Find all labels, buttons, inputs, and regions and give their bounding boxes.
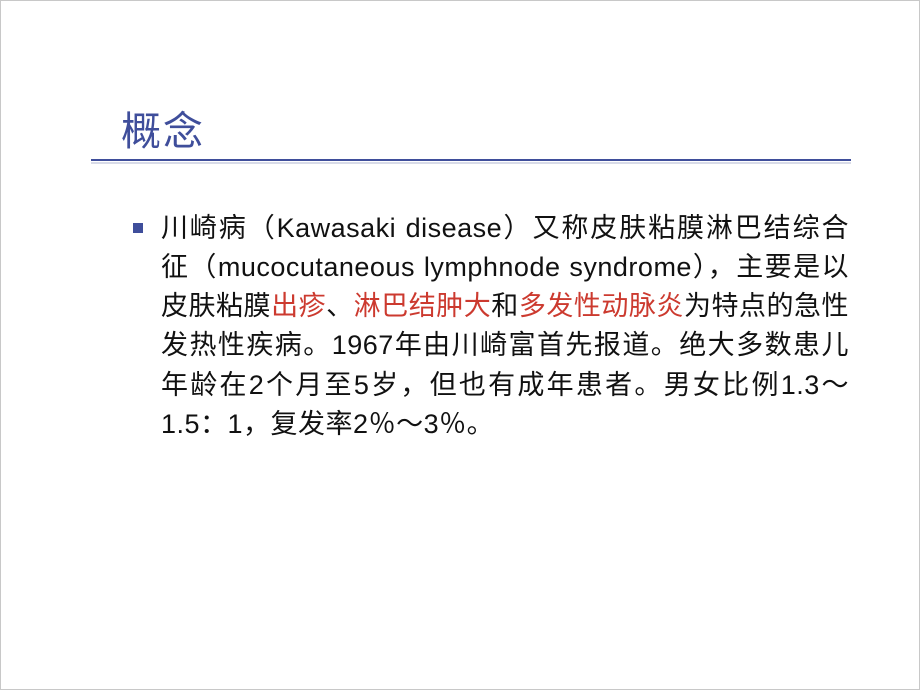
title-wrap: 概念 [121,99,205,157]
square-bullet-icon [133,223,143,233]
title-underline-shadow [91,162,851,164]
content-area: 川崎病（Kawasaki disease）又称皮肤粘膜淋巴结综合征（mucocu… [133,209,849,444]
paragraph-text: 川崎病（Kawasaki disease）又称皮肤粘膜淋巴结综合征（mucocu… [161,209,849,444]
highlight-text: 多发性动脉炎 [519,291,684,321]
slide-title: 概念 [121,99,205,157]
highlight-text: 淋巴结肿大 [354,291,492,321]
title-underline [91,159,851,161]
highlight-text: 出疹 [271,291,326,321]
text-run: 、 [326,291,354,321]
text-run: 和 [491,291,519,321]
bullet-item: 川崎病（Kawasaki disease）又称皮肤粘膜淋巴结综合征（mucocu… [133,209,849,444]
slide-container: 概念 川崎病（Kawasaki disease）又称皮肤粘膜淋巴结综合征（muc… [0,0,920,690]
